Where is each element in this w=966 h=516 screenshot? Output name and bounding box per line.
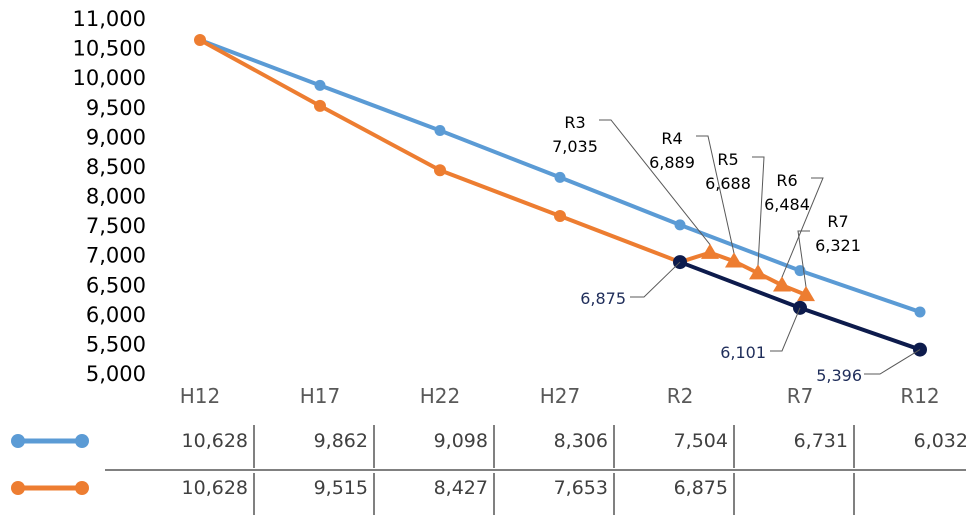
callout-leader: [599, 119, 711, 245]
projection-value-label: 6,889: [649, 153, 695, 172]
table-cell: 10,628: [182, 430, 248, 452]
x-tick-label: H17: [300, 384, 341, 408]
y-tick-label: 7,500: [86, 214, 146, 238]
table-cell: 6,032: [914, 430, 966, 452]
orange-projection-point: [773, 276, 791, 292]
callout-leader: [752, 156, 765, 266]
y-tick-label: 5,000: [86, 362, 146, 386]
x-tick-label: H27: [540, 384, 581, 408]
orange-projection-point: [749, 264, 767, 280]
y-tick-label: 6,000: [86, 303, 146, 327]
x-tick-label: H12: [180, 384, 221, 408]
legend-key-marker: [75, 434, 89, 448]
orange-series-point: [434, 164, 446, 177]
table-cell: 10,628: [182, 477, 248, 499]
blue-series-point: [554, 171, 566, 183]
x-tick-label: R7: [787, 384, 814, 408]
legend-key-marker: [11, 481, 25, 495]
blue-series-point: [914, 306, 926, 318]
blue-series-point: [794, 265, 806, 277]
legend-key-marker: [11, 434, 25, 448]
projection-year-label: R6: [776, 171, 797, 190]
blue-series-point: [674, 219, 686, 231]
orange-series-point: [314, 99, 326, 112]
y-tick-label: 9,000: [86, 125, 146, 149]
y-tick-label: 6,500: [86, 273, 146, 297]
orange-projection-point: [725, 252, 743, 268]
table-cell: 6,875: [674, 477, 728, 499]
x-tick-label: H22: [420, 384, 461, 408]
y-tick-label: 11,000: [73, 7, 146, 31]
projection-year-label: R3: [564, 113, 585, 132]
projection-value-label: 6,484: [764, 195, 810, 214]
orange-series-point: [194, 34, 206, 47]
callout-leader: [630, 261, 681, 298]
projection-year-label: R7: [827, 212, 848, 231]
callout-leader: [696, 135, 735, 254]
callout-leader: [864, 349, 921, 375]
orange-projection-point: [701, 243, 719, 259]
table-cell: 9,098: [434, 430, 488, 452]
projection-year-label: R4: [661, 129, 682, 148]
projection-value-label: 7,035: [552, 137, 598, 156]
table-cell: 9,515: [314, 477, 368, 499]
projection-value-label: 6,321: [815, 236, 861, 255]
y-tick-label: 8,500: [86, 155, 146, 179]
table-cell: 6,731: [794, 430, 848, 452]
y-tick-label: 7,000: [86, 244, 146, 268]
table-cell: 7,504: [674, 430, 728, 452]
y-tick-label: 5,500: [86, 332, 146, 356]
navy-value-label: 5,396: [816, 366, 862, 385]
x-tick-label: R12: [900, 384, 939, 408]
y-tick-label: 8,000: [86, 185, 146, 209]
x-tick-label: R2: [667, 384, 694, 408]
y-tick-label: 10,500: [73, 37, 146, 61]
orange-series-point: [554, 210, 566, 223]
y-tick-label: 10,000: [73, 66, 146, 90]
callout-leader: [770, 307, 801, 352]
y-tick-label: 9,500: [86, 96, 146, 120]
table-cell: 9,862: [314, 430, 368, 452]
blue-series-point: [434, 125, 446, 137]
projection-value-label: 6,688: [705, 174, 751, 193]
projection-year-label: R5: [717, 150, 738, 169]
callout-leader: [797, 230, 810, 287]
table-cell: 8,427: [434, 477, 488, 499]
legend-key-marker: [75, 481, 89, 495]
table-cell: 7,653: [554, 477, 608, 499]
callout-leader: [781, 177, 824, 278]
orange-projection-point: [797, 285, 815, 302]
blue-series-point: [314, 79, 326, 91]
navy-value-label: 6,101: [720, 343, 766, 362]
navy-value-label: 6,875: [580, 289, 626, 308]
table-cell: 8,306: [554, 430, 608, 452]
orange-series-line: [199, 38, 681, 264]
